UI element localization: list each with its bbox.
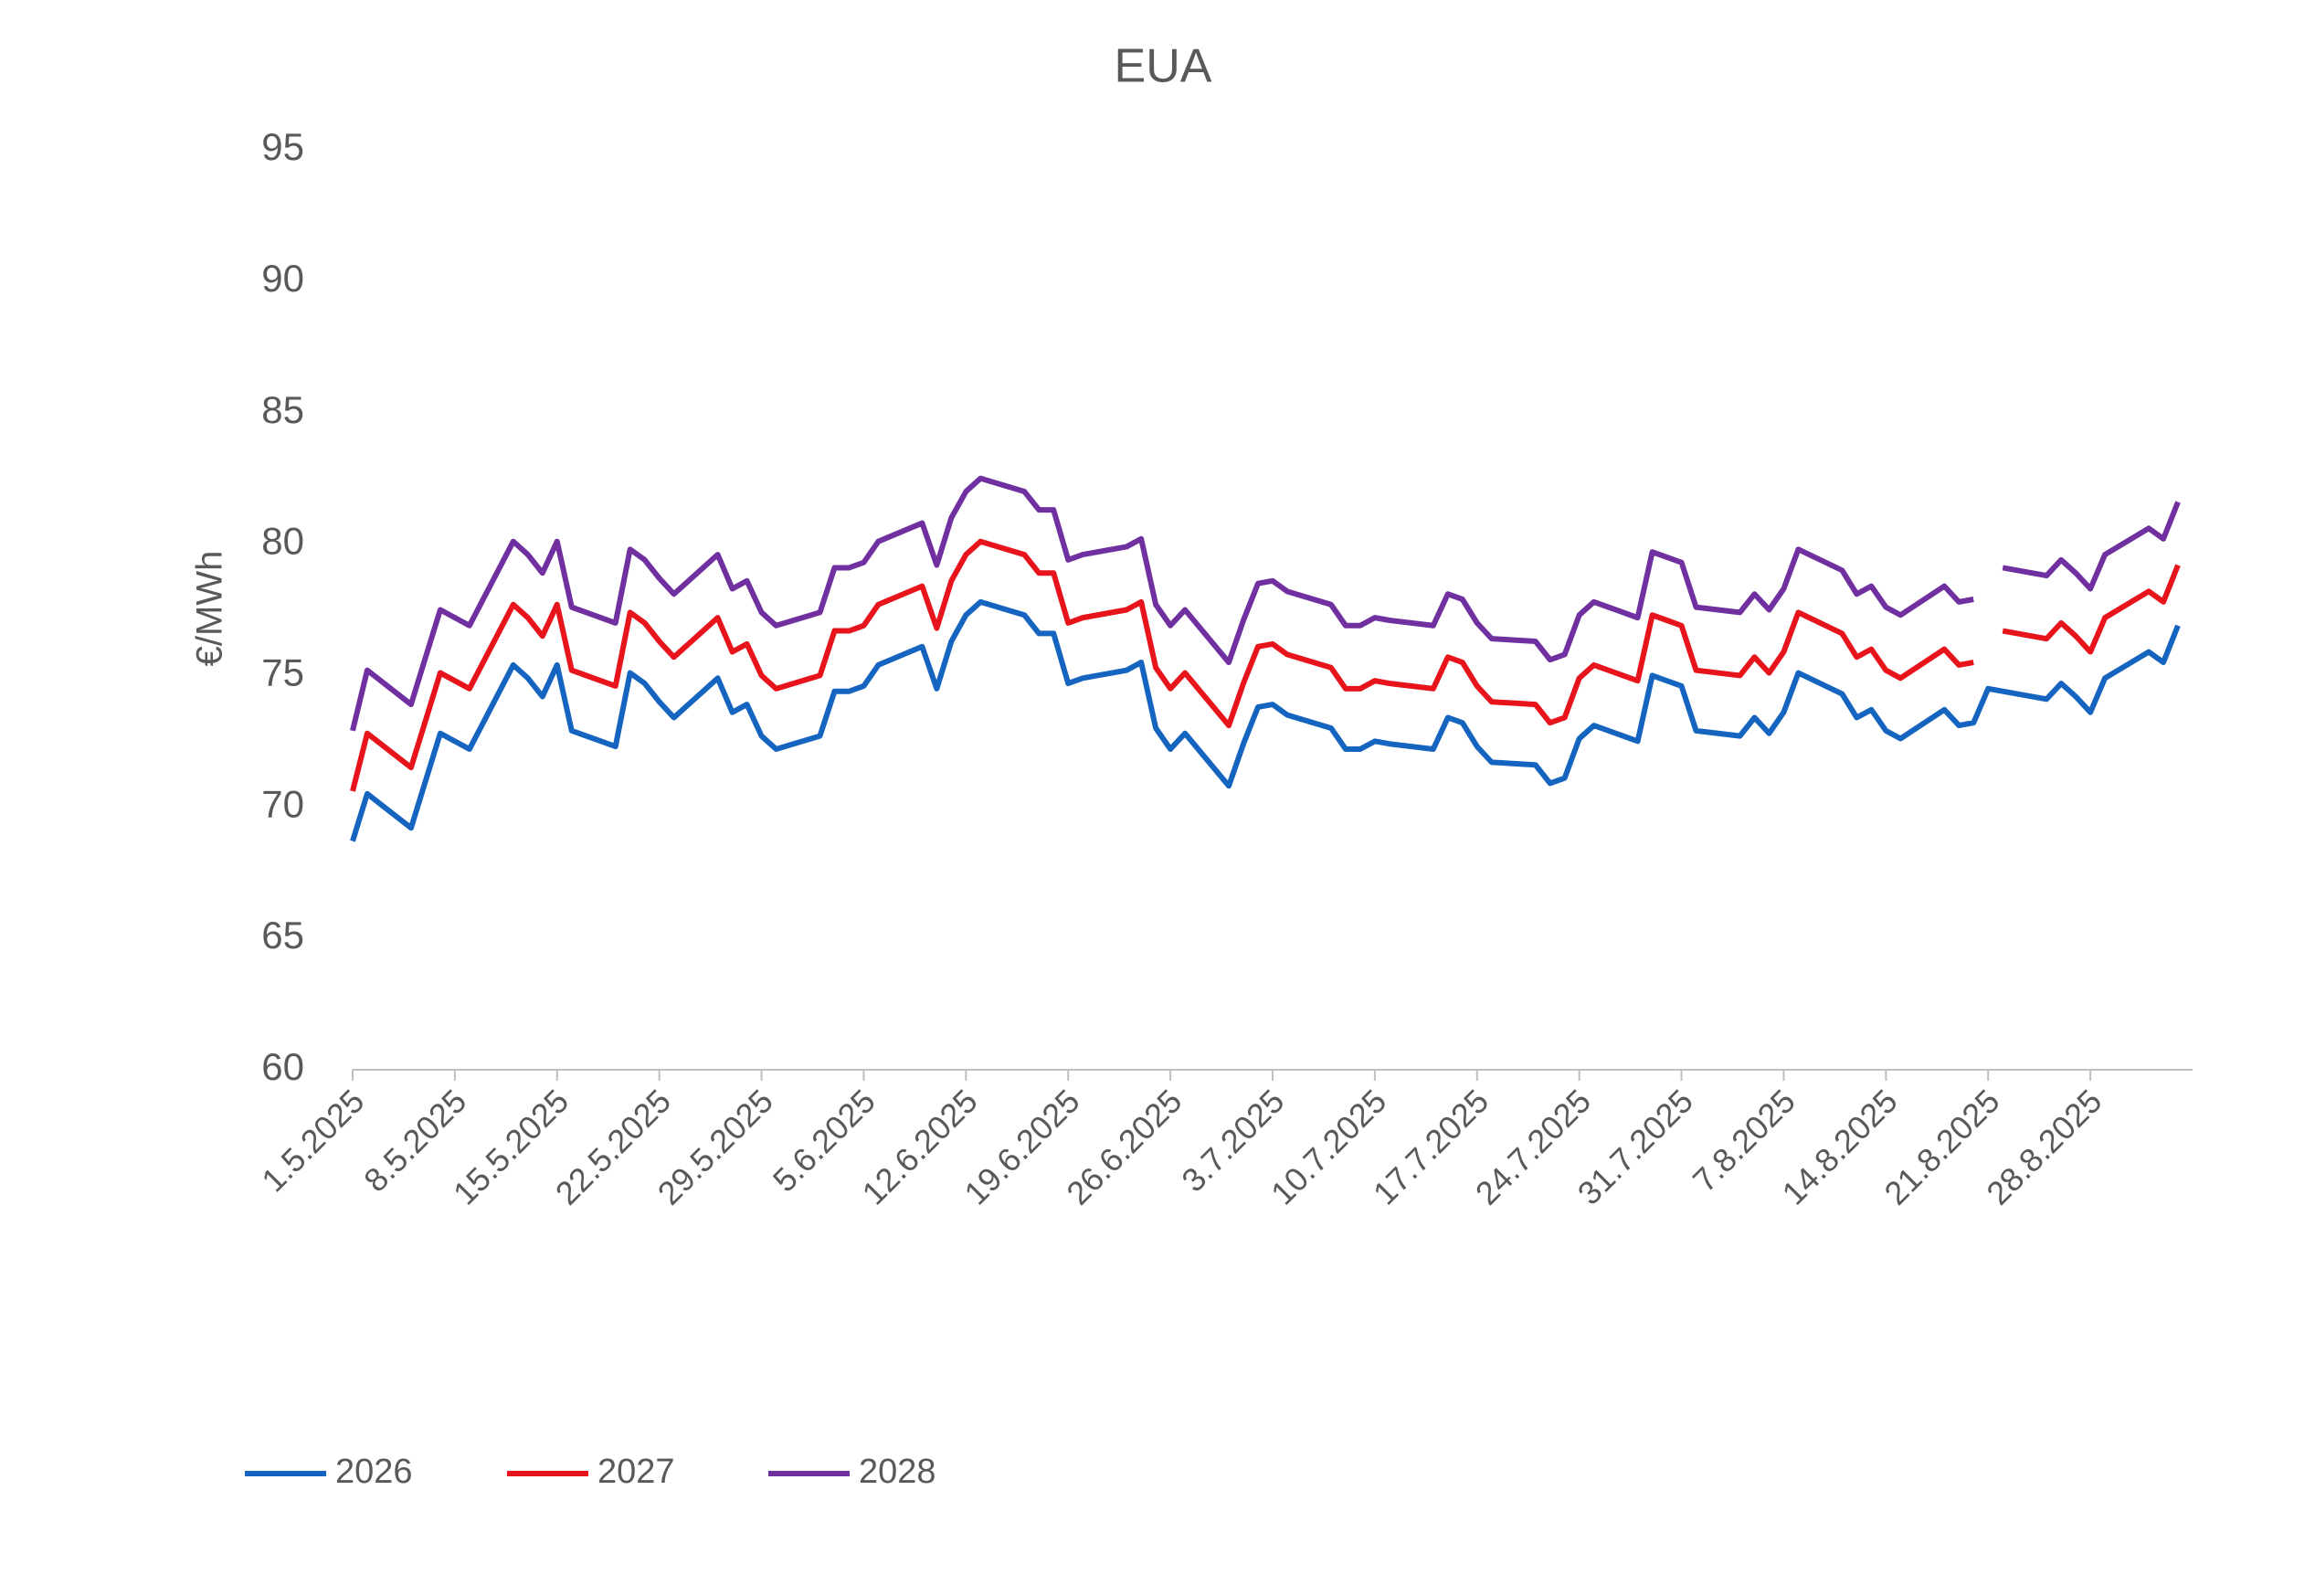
y-axis-label: €/MWh: [190, 551, 230, 667]
legend-label: 2027: [597, 1453, 675, 1491]
y-tick-label: 60: [261, 1045, 304, 1088]
y-tick-label: 85: [261, 388, 304, 431]
y-tick-label: 95: [261, 125, 304, 168]
series-line: [350, 538, 1974, 792]
y-tick-label: 90: [261, 257, 304, 300]
y-tick-label: 70: [261, 782, 304, 825]
y-tick-label: 80: [261, 520, 304, 563]
series-line: [2002, 564, 2181, 655]
legend-label: 2026: [335, 1453, 413, 1491]
y-tick-label: 75: [261, 651, 304, 694]
series-line: [2002, 501, 2181, 592]
series-line: [350, 598, 2181, 842]
chart-title: EUA: [1115, 40, 1212, 93]
legend-label: 2028: [859, 1453, 936, 1491]
x-tick-label: 1.5.2025: [254, 1082, 371, 1199]
series-line: [350, 475, 1974, 732]
y-tick-label: 65: [261, 914, 304, 957]
